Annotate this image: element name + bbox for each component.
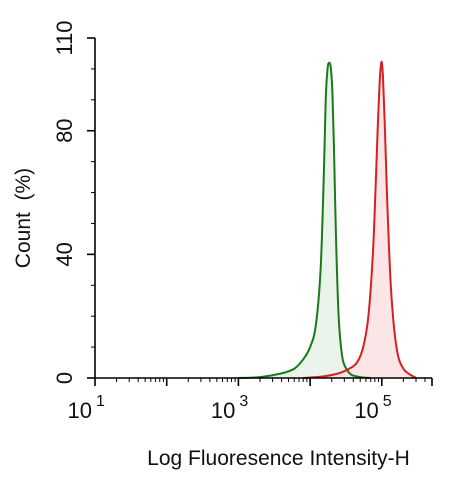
x-tick-label: 10 1 xyxy=(68,393,105,423)
series-2-line xyxy=(303,60,417,379)
series-1-line xyxy=(238,61,371,379)
x-tick-label: 10 5 xyxy=(354,393,391,423)
y-tick-label: 0 xyxy=(52,372,77,384)
x-tick-label: 10 3 xyxy=(211,393,248,423)
x-tick-base: 10 xyxy=(68,398,92,423)
x-tick-exponent: 5 xyxy=(383,393,392,410)
y-tick-label: 40 xyxy=(52,242,77,266)
x-tick-exponent: 3 xyxy=(239,393,248,410)
x-axis-title: Log Fluoresence Intensity-H xyxy=(147,447,410,470)
labels-layer: 04080110101103105107108.7Log Fluoresence… xyxy=(12,20,410,470)
y-tick-label: 80 xyxy=(52,118,77,142)
y-tick-label: 110 xyxy=(52,20,77,55)
series-layer xyxy=(238,60,417,379)
series-2-area xyxy=(303,61,417,379)
series-1-area xyxy=(238,62,371,378)
axes-layer xyxy=(87,37,433,386)
x-tick-base: 10 xyxy=(211,398,235,423)
x-tick-base: 10 xyxy=(354,398,378,423)
x-tick-exponent: 1 xyxy=(96,393,105,410)
y-axis-title: Count (%) xyxy=(12,168,35,268)
